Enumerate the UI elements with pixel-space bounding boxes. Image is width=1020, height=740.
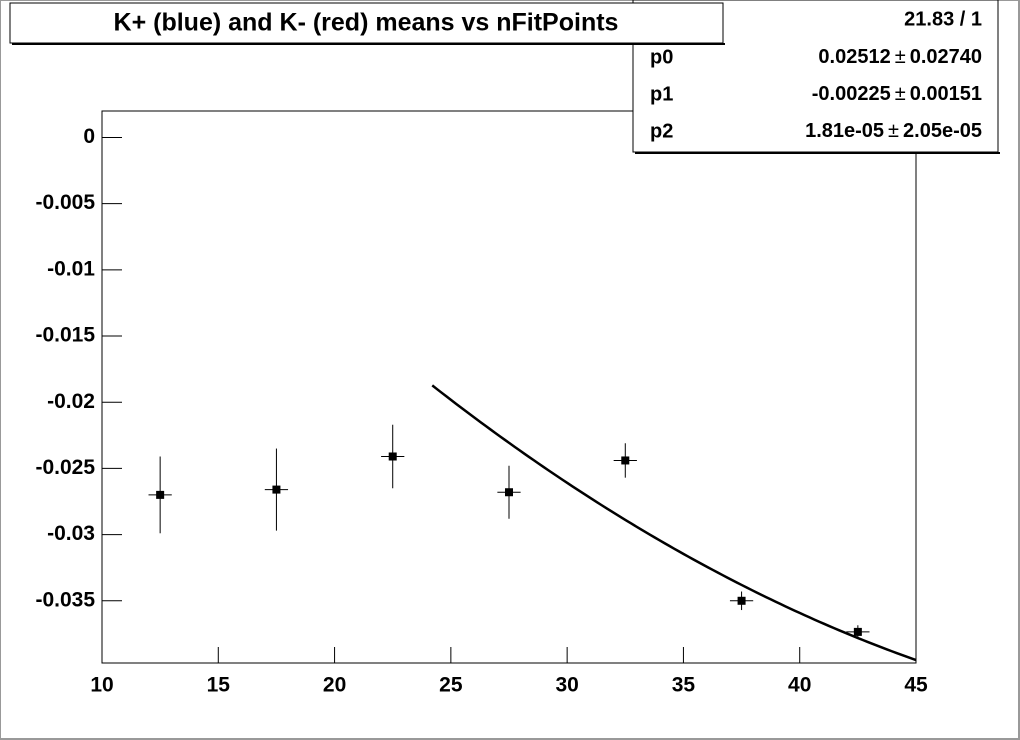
- marker: [272, 485, 281, 494]
- param-value: 1.81e-05: [805, 120, 884, 142]
- x-tick-label: 15: [207, 674, 231, 697]
- marker: [156, 490, 165, 499]
- x-tick-label: 35: [672, 674, 696, 697]
- fit-curve: [431, 384, 917, 662]
- marker: [505, 488, 513, 497]
- y-tick-label: -0.01: [47, 257, 95, 280]
- marker: [621, 456, 630, 465]
- x-tick-label: 20: [323, 674, 346, 697]
- x-tick-label: 40: [788, 674, 811, 697]
- param-error: 0.02740: [910, 46, 982, 68]
- stats-value: 0.02512 ±0.02740: [818, 46, 982, 68]
- stats-value: 21.83 / 1: [904, 8, 982, 30]
- stats-label: p2: [650, 120, 673, 142]
- y-tick-label: -0.025: [35, 456, 95, 479]
- x-tick-label: 45: [904, 674, 928, 697]
- y-tick-label: -0.02: [47, 390, 95, 413]
- param-sign: ±: [895, 46, 906, 68]
- param-sign: ±: [895, 83, 906, 105]
- param-value: 0.02512: [818, 46, 890, 68]
- frame: [101, 110, 917, 664]
- chart-title: K+ (blue) and K- (red) means vs nFitPoin…: [114, 9, 619, 37]
- param-error: 2.05e-05: [903, 120, 982, 142]
- marker: [737, 596, 746, 605]
- y-tick-label: -0.015: [35, 324, 95, 347]
- y-tick-label: -0.005: [35, 191, 95, 214]
- title-box: [9, 2, 724, 44]
- stats-label: p0: [650, 46, 673, 68]
- y-tick-label: 0: [83, 125, 95, 148]
- stats-value: -0.00225 ±0.00151: [812, 83, 982, 105]
- y-tick-label: -0.035: [35, 588, 95, 611]
- param-sign: ±: [888, 120, 899, 142]
- x-tick-label: 10: [90, 674, 113, 697]
- stats-value: 1.81e-05 ±2.05e-05: [805, 120, 982, 142]
- stats-label: p1: [650, 83, 673, 105]
- param-error: 0.00151: [910, 83, 982, 105]
- x-tick-label: 25: [439, 674, 463, 697]
- param-value: -0.00225: [812, 83, 891, 105]
- x-tick-label: 30: [555, 674, 578, 697]
- marker: [388, 452, 397, 461]
- marker: [853, 627, 862, 636]
- y-tick-label: -0.03: [47, 522, 95, 545]
